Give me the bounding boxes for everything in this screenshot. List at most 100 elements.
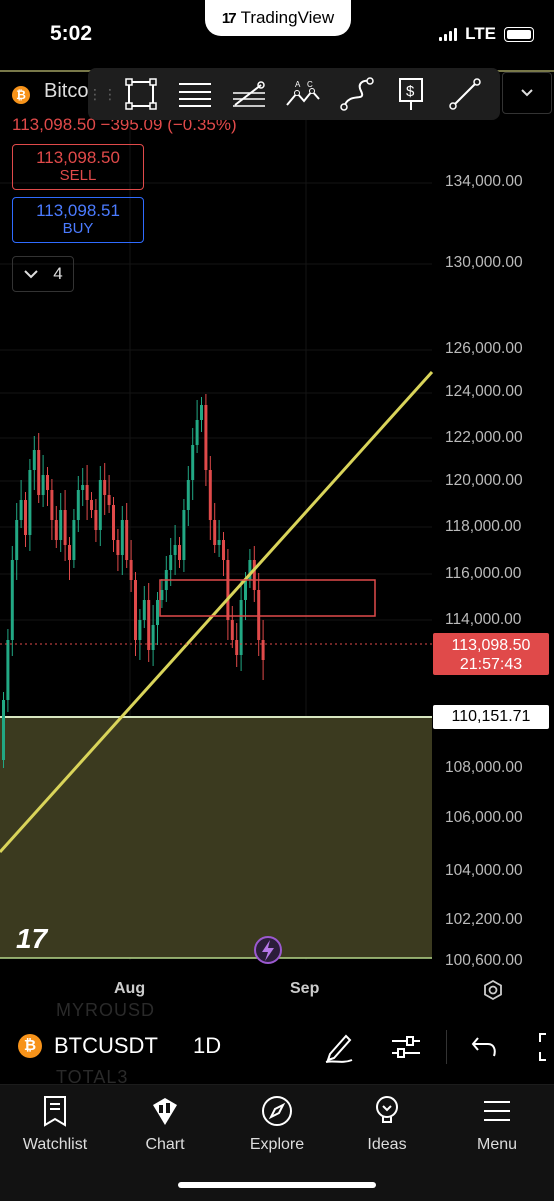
indicators-count: 4 [53, 264, 63, 283]
candle-body [37, 450, 41, 495]
candle-body [76, 490, 80, 520]
candle-body [120, 520, 124, 555]
last-price-label: 113,098.50 21:57:43 [433, 633, 549, 675]
menu-icon [484, 1101, 510, 1121]
tab-ideas[interactable]: Ideas [332, 1094, 442, 1154]
tab-label: Chart [145, 1136, 185, 1153]
horizontal-line-label: 110,151.71 [433, 705, 549, 729]
interval-button[interactable]: 1D [193, 1033, 222, 1058]
svg-text:C: C [307, 80, 313, 89]
candle-body [19, 500, 23, 520]
sell-button[interactable]: 113,098.50 SELL [12, 144, 144, 190]
svg-text:A: A [295, 80, 301, 89]
undo-icon[interactable] [470, 1030, 500, 1064]
tab-label: Explore [249, 1136, 305, 1153]
candle-body [142, 600, 146, 620]
sell-price: 113,098.50 [36, 148, 120, 167]
drag-handle-icon[interactable]: ⋮⋮ [88, 85, 118, 102]
x-tick: Sep [290, 980, 320, 997]
rectangle-tool-icon[interactable] [114, 68, 168, 120]
buy-price: 113,098.51 [36, 201, 120, 220]
tab-label: Watchlist [22, 1136, 88, 1153]
candle-body [46, 475, 49, 490]
svg-text:17: 17 [16, 923, 49, 954]
candle-body [191, 445, 195, 480]
candlesticks [2, 394, 265, 768]
candle-body [68, 545, 71, 560]
candle-body [261, 640, 265, 660]
candle-body [103, 480, 107, 495]
price-range-icon[interactable]: $ [384, 68, 438, 120]
status-indicators: LTE [439, 24, 534, 44]
parallel-channel-icon[interactable] [168, 68, 222, 120]
candle-body [226, 560, 230, 620]
tab-label: Menu [476, 1136, 518, 1153]
pen-icon[interactable] [322, 1030, 356, 1064]
candle-body [230, 620, 234, 640]
last-price-value: 113,098.50 [451, 637, 531, 654]
candle-body [32, 450, 36, 470]
symbol-name[interactable]: Bitco [44, 80, 89, 102]
watchlist-icon [44, 1096, 66, 1127]
signal-icon [439, 27, 458, 41]
candle-body [15, 520, 19, 560]
carrier-label: LTE [465, 24, 496, 43]
buy-button[interactable]: 113,098.51 BUY [12, 197, 144, 243]
ghost-watchlist-item: TOTAL3 [56, 1067, 129, 1087]
y-tick: 122,000.00 [445, 429, 523, 446]
candle-body [134, 580, 137, 640]
candle-body [160, 590, 164, 600]
symbol-search-button[interactable]: BTCUSDT [54, 1033, 158, 1058]
candle-body [98, 480, 102, 530]
fib-retracement-icon[interactable] [222, 68, 276, 120]
price-chart[interactable]: 17 [0, 0, 554, 1000]
drawing-dropdown-button[interactable] [502, 72, 552, 114]
axis-settings-icon[interactable] [482, 979, 504, 1001]
tab-explore[interactable]: Explore [222, 1094, 332, 1154]
candle-body [213, 520, 217, 545]
candle-body [112, 505, 115, 540]
y-tick: 102,200.00 [445, 911, 523, 928]
rectangle-drawing [159, 579, 376, 617]
tradingview-pill[interactable]: 17 TradingView [205, 0, 351, 36]
candle-body [94, 510, 98, 530]
lightbulb-icon [376, 1096, 398, 1123]
chevron-down-icon [24, 270, 38, 279]
candle-body [151, 625, 155, 650]
candle-body [217, 540, 221, 545]
y-tick: 118,000.00 [445, 518, 522, 535]
candle-body [63, 510, 67, 545]
candle-body [6, 640, 10, 700]
trendline [0, 370, 434, 854]
tab-watchlist[interactable]: Watchlist [0, 1094, 110, 1154]
candle-body [204, 405, 208, 470]
fullscreen-icon[interactable] [536, 1030, 554, 1064]
curve-icon[interactable] [330, 68, 384, 120]
candle-body [248, 560, 252, 580]
candle-body [24, 500, 27, 535]
tab-chart[interactable]: Chart [110, 1094, 220, 1154]
indicators-icon[interactable] [389, 1030, 423, 1064]
y-tick: 100,600.00 [445, 952, 523, 969]
candle-body [41, 475, 45, 495]
candle-body [10, 560, 14, 640]
y-tick: 130,000.00 [445, 254, 523, 271]
candle-body [2, 700, 5, 760]
tradingview-watermark-icon: 17 [16, 923, 49, 954]
candle-body [81, 485, 85, 490]
candle-body [235, 640, 239, 655]
candle-body [178, 545, 181, 560]
candle-body [50, 490, 54, 520]
lightning-icon [254, 936, 282, 964]
tab-menu[interactable]: Menu [442, 1094, 552, 1154]
candle-body [72, 520, 76, 560]
indicators-toggle-button[interactable]: 4 [12, 256, 74, 292]
candle-body [85, 485, 89, 500]
bar-countdown: 21:57:43 [459, 656, 523, 673]
candle-body [244, 580, 247, 600]
bitcoin-icon: ₿ [18, 1034, 42, 1058]
trendline-icon[interactable] [438, 68, 492, 120]
y-tick: 108,000.00 [445, 759, 523, 776]
